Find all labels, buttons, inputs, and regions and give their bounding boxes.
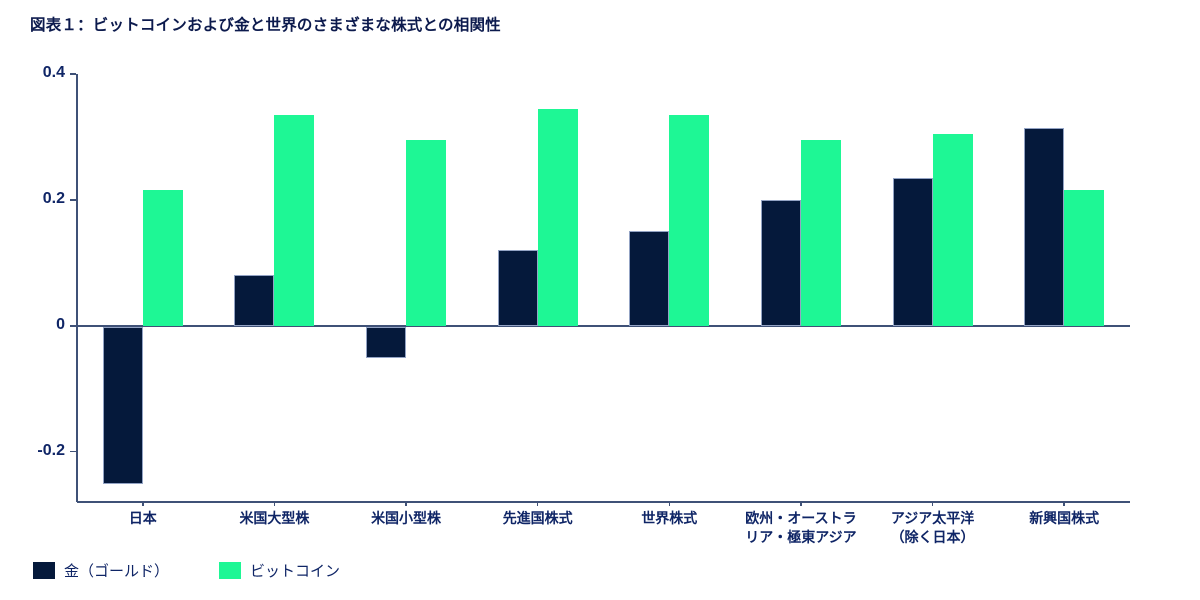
chart-title: 図表１：ビットコインおよび金と世界のさまざまな株式との相関性 (30, 17, 501, 34)
bitcoin-bar (932, 133, 973, 326)
y-axis-tick (70, 450, 76, 453)
x-axis-tick (536, 502, 539, 506)
plot-area (70, 73, 1130, 506)
x-axis-tick (142, 502, 144, 506)
bitcoin-bar (274, 114, 315, 326)
y-axis-tick (70, 199, 76, 201)
bitcoin-bar (142, 190, 183, 326)
y-axis-tick (70, 73, 76, 75)
x-axis-category-label: 米国小型株 (371, 510, 442, 526)
x-axis-tick (668, 502, 671, 506)
bitcoin-bar (406, 140, 447, 326)
legend-label: ビットコイン (250, 563, 341, 580)
gold-bar (892, 177, 933, 326)
y-axis-tick (70, 325, 76, 327)
x-axis-category-label: 米国大型株 (239, 510, 310, 526)
legend: 金（ゴールド） ビットコイン (33, 560, 340, 581)
legend-label: 金（ゴールド） (64, 563, 170, 580)
bitcoin-bar (800, 140, 841, 326)
gold-bar (629, 231, 670, 326)
gold-bar (234, 275, 275, 326)
x-axis-category-label: 欧州・オーストラ リア・極東アジア (745, 510, 857, 545)
x-axis-category-label: 先進国株式 (502, 510, 573, 526)
x-axis-tick (273, 502, 276, 506)
x-axis-tick (405, 502, 407, 506)
gold-bar (760, 199, 801, 326)
x-axis-category-label: アジア太平洋 （除く日本） (890, 510, 975, 545)
y-axis-tick-label: 0.4 (42, 64, 65, 81)
y-axis-tick-label: -0.2 (37, 441, 65, 459)
y-axis-tick-label: 0.2 (42, 189, 65, 207)
gold-bar (1024, 127, 1065, 326)
x-axis-category-label: 世界株式 (641, 510, 698, 526)
y-axis-tick-label: 0 (56, 315, 65, 333)
zero-axis-line (77, 325, 1130, 327)
gold-bar (497, 250, 538, 326)
bitcoin-swatch (219, 562, 242, 579)
legend-item: 金（ゴールド） (33, 560, 169, 581)
x-axis-category-label: 日本 (128, 510, 157, 526)
gold-bar (102, 326, 143, 484)
gold-swatch (33, 562, 55, 579)
x-axis-category-label: 新興国株式 (1029, 510, 1100, 526)
gold-bar (366, 326, 407, 358)
y-axis-line (76, 74, 78, 502)
x-axis-tick (1063, 502, 1065, 506)
legend-item: ビットコイン (219, 560, 340, 581)
x-axis-line (77, 501, 1130, 503)
bitcoin-bar (537, 108, 578, 326)
bitcoin-bar (1064, 190, 1105, 326)
bitcoin-bar (669, 114, 710, 326)
x-axis-tick (800, 502, 802, 506)
x-axis-tick (931, 502, 934, 506)
